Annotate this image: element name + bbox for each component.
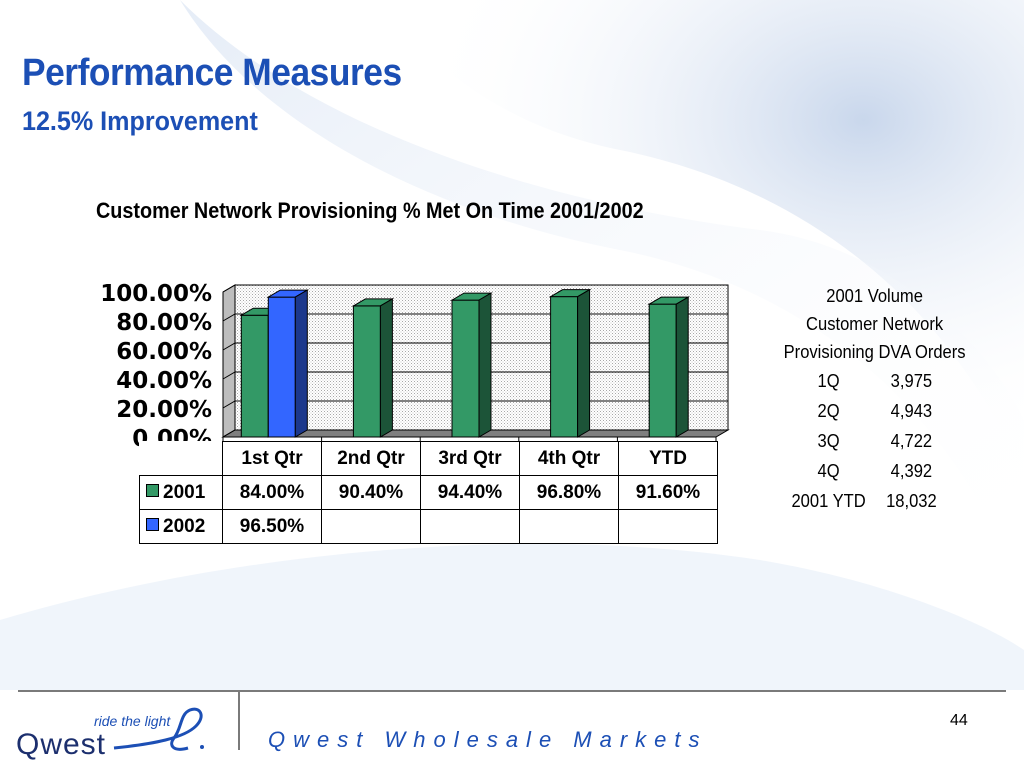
volume-label: 2Q <box>817 401 840 421</box>
bar-2001 <box>240 314 269 438</box>
legend-label: 2001 <box>163 481 206 503</box>
volume-row: 2001 YTD 18,032 <box>778 486 971 516</box>
plot-side-wall <box>222 284 236 438</box>
volume-label: 4Q <box>817 461 840 481</box>
gridline <box>222 284 728 293</box>
data-label <box>618 509 718 544</box>
volume-heading-line: 2001 Volume <box>826 286 923 306</box>
page-number: 44 <box>950 712 968 729</box>
volume-value: 3,975 <box>890 371 933 391</box>
bar-2001 <box>648 303 677 438</box>
bar-2002 <box>267 296 296 438</box>
data-label: 90.40% <box>321 475 421 510</box>
volume-label: 3Q <box>817 431 840 451</box>
bar-side-2002 <box>294 289 308 438</box>
volume-panel: 2001 Volume Customer Network Provisionin… <box>778 282 971 516</box>
category-label: 2nd Qtr <box>321 441 421 476</box>
chart-title: Customer Network Provisioning % Met On T… <box>96 198 644 223</box>
category-label: 3rd Qtr <box>420 441 520 476</box>
bar-2001 <box>451 299 480 438</box>
data-label: 96.50% <box>222 509 322 544</box>
data-label: 96.80% <box>519 475 619 510</box>
legend-entry-2002: 2002 <box>139 509 223 544</box>
category-label: 4th Qtr <box>519 441 619 476</box>
logo-dot-icon <box>200 745 204 749</box>
bar-side-2001 <box>675 296 689 438</box>
data-label: 84.00% <box>222 475 322 510</box>
data-label <box>519 509 619 544</box>
legend-swatch-2001 <box>146 483 159 497</box>
y-tick-label: 40.00% <box>116 368 212 394</box>
y-tick-label: 20.00% <box>116 397 212 423</box>
slide-subtitle: 12.5% Improvement <box>22 106 258 136</box>
footer-divider <box>18 690 1006 692</box>
data-label: 91.60% <box>618 475 718 510</box>
table-row-2001: 2001 84.00% 90.40% 94.40% 96.80% 91.60% <box>139 475 718 510</box>
y-tick-label: 80.00% <box>116 310 212 336</box>
table-row-2002: 2002 96.50% <box>139 509 718 544</box>
logo-swoosh-icon <box>113 707 203 751</box>
bar-2001 <box>550 296 579 438</box>
qwest-logo: ride the light Qwest <box>16 707 204 761</box>
volume-row: 1Q 3,975 <box>778 366 971 396</box>
volume-row: 2Q 4,943 <box>778 396 971 426</box>
category-label: YTD <box>618 441 718 476</box>
data-label: 94.40% <box>420 475 520 510</box>
bar-side-2001 <box>379 298 393 438</box>
logo-wordmark: Qwest <box>16 728 106 761</box>
bar-side-2001 <box>577 288 591 438</box>
legend-swatch-2002 <box>146 517 159 531</box>
legend-entry-2001: 2001 <box>139 475 223 510</box>
y-tick-label: 60.00% <box>116 339 212 365</box>
footer-tagline: Qwest Wholesale Markets <box>268 727 708 752</box>
volume-heading-line: Provisioning DVA Orders <box>783 342 966 362</box>
volume-label: 2001 YTD <box>791 491 866 511</box>
y-tick-label: 100.00% <box>100 281 212 307</box>
data-label <box>420 509 520 544</box>
volume-row: 4Q 4,392 <box>778 456 971 486</box>
logo-slogan: ride the light <box>94 713 171 729</box>
slide-title: Performance Measures <box>22 52 402 94</box>
volume-value: 4,943 <box>890 401 933 421</box>
volume-heading-line: Customer Network <box>806 314 944 334</box>
volume-value: 18,032 <box>886 491 937 511</box>
volume-value: 4,722 <box>890 431 933 451</box>
data-label <box>321 509 421 544</box>
bar-side-2001 <box>478 292 492 438</box>
volume-label: 1Q <box>817 371 840 391</box>
footer-vertical-divider <box>238 692 240 750</box>
category-label: 1st Qtr <box>222 441 322 476</box>
volume-row: 3Q 4,722 <box>778 426 971 456</box>
table-corner <box>140 442 223 476</box>
legend-label: 2002 <box>163 515 206 537</box>
bar-2001 <box>352 305 381 438</box>
chart-data-table: 1st Qtr 2nd Qtr 3rd Qtr 4th Qtr YTD 2001… <box>139 441 718 544</box>
table-header-row: 1st Qtr 2nd Qtr 3rd Qtr 4th Qtr YTD <box>140 441 718 476</box>
volume-value: 4,392 <box>890 461 933 481</box>
